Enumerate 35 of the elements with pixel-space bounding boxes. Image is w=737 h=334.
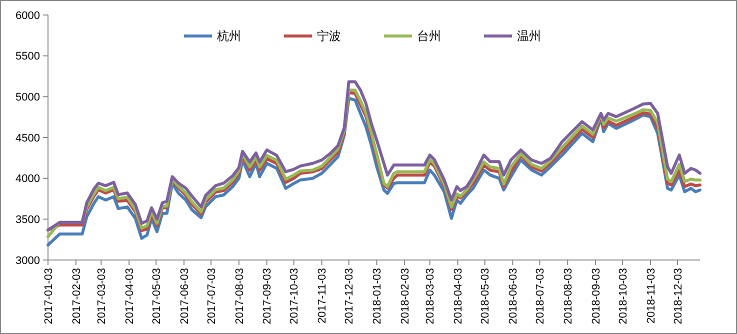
x-tick-label: 2017-10-03 [288,268,301,324]
x-tick-label: 2018-07-03 [534,268,547,324]
x-tick-label: 2018-10-03 [617,268,630,324]
x-tick-label: 2017-05-03 [150,268,163,324]
x-tick-label: 2017-03-03 [96,268,108,324]
legend-label: 宁波 [317,29,341,44]
y-tick-label: 5500 [16,50,40,63]
x-tick-label: 2018-04-03 [452,268,465,324]
legend-label: 杭州 [216,29,241,44]
x-tick-label: 2017-11-03 [316,268,329,324]
y-tick-label: 6000 [16,10,40,22]
x-tick-label: 2017-01-03 [42,268,55,324]
y-tick-label: 3500 [16,214,40,226]
x-tick-label: 2018-05-03 [480,268,492,324]
x-tick-label: 2018-08-03 [562,268,574,324]
x-tick-label: 2017-07-03 [206,268,218,324]
x-tick-label: 2018-11-03 [645,268,658,324]
x-tick-label: 2018-06-03 [508,268,520,324]
y-tick-label: 4000 [16,173,40,186]
x-tick-label: 2017-02-03 [70,268,83,324]
legend-label: 台州 [417,29,441,44]
x-tick-label: 2017-08-03 [234,268,246,324]
legend-label: 温州 [517,29,541,44]
y-tick-label: 4500 [16,132,40,144]
x-tick-label: 2017-04-03 [124,268,136,324]
x-tick-label: 2018-02-03 [399,268,412,324]
x-tick-label: 2018-09-03 [590,268,602,324]
x-tick-label: 2017-12-03 [344,268,356,324]
x-tick-label: 2018-03-03 [424,268,437,324]
y-tick-label: 3000 [16,254,40,267]
x-tick-label: 2017-06-03 [178,268,191,324]
x-tick-label: 2018-01-03 [372,268,384,324]
x-tick-label: 2018-12-03 [672,268,684,324]
x-tick-label: 2017-09-03 [262,268,274,324]
y-tick-label: 5000 [16,92,40,104]
